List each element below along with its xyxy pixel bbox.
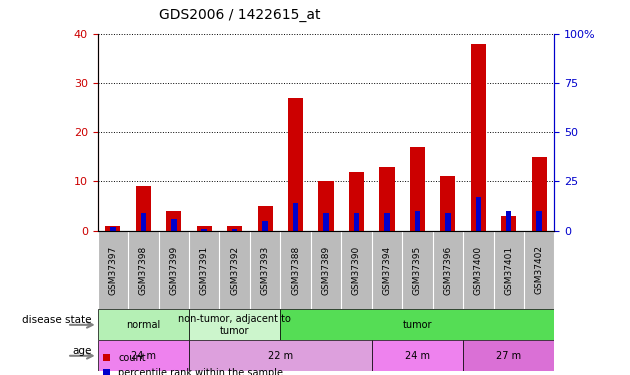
Bar bbox=[258, 206, 273, 231]
Text: tumor: tumor bbox=[403, 320, 432, 330]
Bar bbox=[189, 340, 372, 371]
Bar bbox=[98, 340, 189, 371]
Bar bbox=[501, 216, 517, 231]
Bar bbox=[410, 147, 425, 231]
Bar bbox=[262, 221, 268, 231]
Text: 27 m: 27 m bbox=[496, 351, 521, 361]
Bar bbox=[384, 213, 390, 231]
Bar bbox=[323, 213, 329, 231]
Bar bbox=[372, 340, 463, 371]
Text: 22 m: 22 m bbox=[268, 351, 293, 361]
Bar bbox=[506, 211, 512, 231]
Bar bbox=[536, 211, 542, 231]
Text: GSM37398: GSM37398 bbox=[139, 245, 148, 295]
Text: GDS2006 / 1422615_at: GDS2006 / 1422615_at bbox=[159, 9, 320, 22]
Bar bbox=[445, 213, 450, 231]
Text: GSM37401: GSM37401 bbox=[504, 246, 513, 295]
Bar bbox=[463, 340, 554, 371]
Text: GSM37393: GSM37393 bbox=[261, 245, 270, 295]
Bar bbox=[110, 226, 116, 231]
Text: GSM37399: GSM37399 bbox=[169, 245, 178, 295]
Text: GSM37397: GSM37397 bbox=[108, 245, 117, 295]
Bar bbox=[202, 229, 207, 231]
Bar bbox=[349, 172, 364, 231]
Bar bbox=[280, 309, 554, 340]
Text: non-tumor, adjacent to
tumor: non-tumor, adjacent to tumor bbox=[178, 314, 291, 336]
Text: age: age bbox=[72, 346, 91, 356]
Text: GSM37402: GSM37402 bbox=[535, 246, 544, 294]
Bar bbox=[140, 213, 146, 231]
Text: GSM37394: GSM37394 bbox=[382, 246, 391, 295]
Bar bbox=[227, 226, 243, 231]
Bar bbox=[98, 309, 189, 340]
Text: normal: normal bbox=[126, 320, 161, 330]
Bar bbox=[440, 177, 455, 231]
Bar bbox=[471, 44, 486, 231]
Bar bbox=[135, 186, 151, 231]
Bar bbox=[293, 203, 299, 231]
Text: GSM37395: GSM37395 bbox=[413, 245, 422, 295]
Bar bbox=[197, 226, 212, 231]
Bar bbox=[318, 182, 334, 231]
Bar bbox=[166, 211, 181, 231]
Bar bbox=[105, 226, 120, 231]
Bar bbox=[532, 157, 547, 231]
Bar bbox=[415, 211, 420, 231]
Text: GSM37392: GSM37392 bbox=[230, 246, 239, 295]
Text: 24 m: 24 m bbox=[131, 351, 156, 361]
Bar bbox=[288, 98, 303, 231]
Bar bbox=[476, 197, 481, 231]
Text: GSM37390: GSM37390 bbox=[352, 245, 361, 295]
Text: GSM37396: GSM37396 bbox=[444, 245, 452, 295]
Text: disease state: disease state bbox=[22, 315, 91, 325]
Text: 24 m: 24 m bbox=[405, 351, 430, 361]
Bar bbox=[232, 229, 238, 231]
Bar bbox=[353, 213, 359, 231]
Text: GSM37400: GSM37400 bbox=[474, 246, 483, 295]
Text: GSM37389: GSM37389 bbox=[321, 245, 331, 295]
Legend: count, percentile rank within the sample: count, percentile rank within the sample bbox=[103, 353, 283, 375]
Bar bbox=[189, 309, 280, 340]
Bar bbox=[379, 166, 394, 231]
Text: GSM37388: GSM37388 bbox=[291, 245, 300, 295]
Text: GSM37391: GSM37391 bbox=[200, 245, 209, 295]
Bar bbox=[171, 219, 176, 231]
